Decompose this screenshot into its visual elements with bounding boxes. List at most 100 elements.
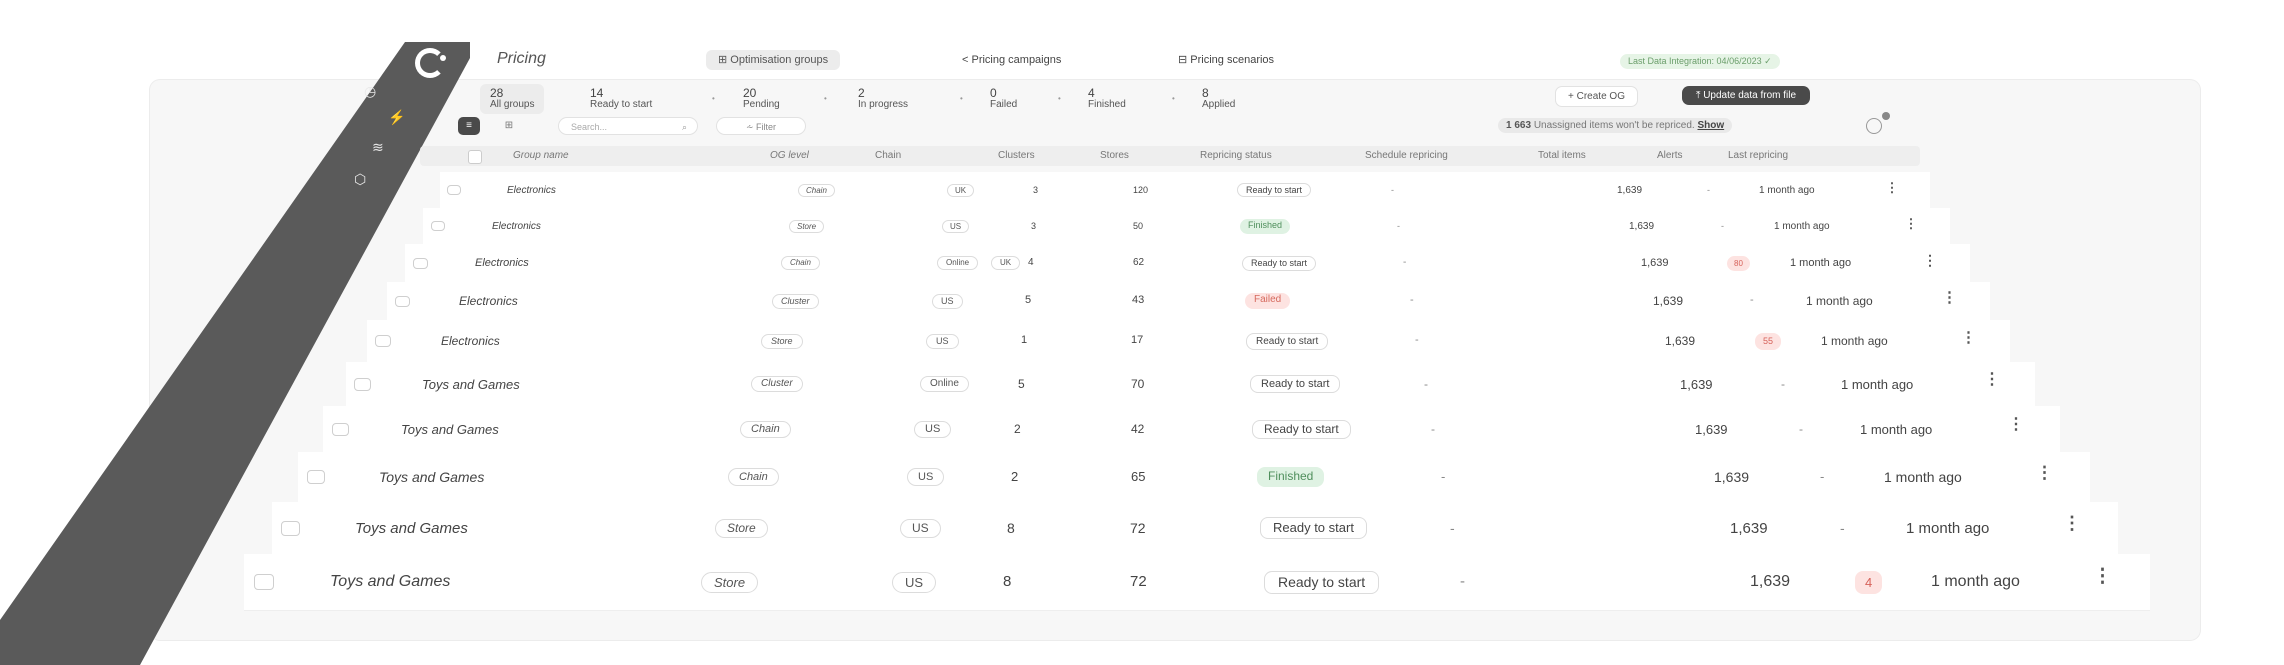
row-checkbox[interactable] <box>431 221 445 231</box>
column-header[interactable]: Repricing status <box>1200 150 1272 161</box>
flash-nav-icon[interactable]: ⚡ <box>388 109 406 125</box>
stores-value: 42 <box>1131 421 1145 436</box>
schedule-value: - <box>1410 294 1414 307</box>
status-badge: Ready to start <box>1242 255 1317 271</box>
clusters-value: 2 <box>1011 469 1019 485</box>
more-options-icon[interactable]: ⋮ <box>2093 566 2112 587</box>
unassigned-banner: 1 663 Unassigned items won't be repriced… <box>1498 118 1733 133</box>
grid-view-button[interactable]: ⊞ <box>498 117 520 135</box>
table-row[interactable]: Electronics Store US 1 17 Ready to start - 1,63… <box>367 320 2010 363</box>
og-level-pill: Store <box>701 571 759 593</box>
last-repricing-value: 1 month ago <box>1860 421 1933 437</box>
tab-optimisation-groups[interactable]: ⊞ Optimisation groups <box>706 50 841 70</box>
column-header[interactable]: Clusters <box>998 150 1035 161</box>
more-options-icon[interactable]: ⋮ <box>2063 513 2081 533</box>
alert-badge[interactable]: 80 <box>1727 255 1750 271</box>
row-checkbox[interactable] <box>354 377 371 391</box>
column-header[interactable]: Last repricing <box>1728 150 1789 161</box>
clusters-value: 5 <box>1025 294 1032 307</box>
layers-nav-icon[interactable]: ≋ <box>372 139 384 155</box>
more-options-icon[interactable]: ⋮ <box>1942 289 1957 306</box>
group-name[interactable]: Electronics <box>475 257 529 269</box>
row-checkbox[interactable] <box>307 470 325 484</box>
alert-badge[interactable]: 55 <box>1755 332 1782 350</box>
chain-pill: Online <box>937 256 979 270</box>
group-name[interactable]: Toys and Games <box>330 573 451 590</box>
more-options-icon[interactable]: ⋮ <box>1923 252 1937 268</box>
show-unassigned-link[interactable]: Show <box>1697 120 1725 131</box>
app-logo-icon[interactable] <box>415 48 446 78</box>
kpi-all-groups[interactable]: 28 All groups <box>480 84 545 114</box>
create-og-button[interactable]: + Create OG <box>1555 86 1638 107</box>
more-options-icon[interactable]: ⋮ <box>1904 216 1918 231</box>
row-checkbox[interactable] <box>395 295 410 307</box>
table-row[interactable]: Electronics Chain UK 3 120 Ready to start - 1,6… <box>440 172 1930 209</box>
table-row[interactable]: Toys and Games Cluster Online 5 70 Ready to s… <box>346 362 2035 407</box>
filter-icon: ⩪ <box>745 122 757 132</box>
filter-button[interactable]: ⩪ Filter <box>716 117 806 135</box>
table-row[interactable]: Electronics Cluster US 5 43 Failed - 1,639 - 1 mo… <box>387 282 1990 321</box>
table-row[interactable]: Toys and Games Chain US 2 65 Finished - 1,639 - 1… <box>298 452 2090 503</box>
row-checkbox[interactable] <box>254 574 274 590</box>
chain-pill: US <box>907 468 945 486</box>
list-view-button[interactable]: ≡ <box>458 117 480 135</box>
clock-nav-icon[interactable]: ◷ <box>364 83 377 99</box>
more-options-icon[interactable]: ⋮ <box>1961 329 1976 346</box>
table-header: Group name OG level Chain Clusters Store… <box>420 146 1920 166</box>
row-checkbox[interactable] <box>375 335 391 347</box>
total-items-value: 1,639 <box>1641 257 1669 269</box>
group-name[interactable]: Electronics <box>441 334 500 349</box>
history-icon[interactable] <box>1866 118 1882 134</box>
row-checkbox[interactable] <box>281 520 300 536</box>
group-name[interactable]: Electronics <box>459 294 518 309</box>
table-row[interactable]: Toys and Games Store US 8 72 Ready to start - 1… <box>272 502 2118 555</box>
column-header[interactable]: Stores <box>1100 150 1129 161</box>
more-options-icon[interactable]: ⋮ <box>1885 180 1899 195</box>
kpi-applied[interactable]: 8 Applied <box>1202 86 1236 110</box>
table-row[interactable]: Toys and Games Store US 8 72 Ready to start - 1… <box>244 554 2150 611</box>
column-header[interactable]: Total items <box>1538 150 1586 161</box>
kpi-failed[interactable]: 0 Failed <box>990 86 1018 110</box>
schedule-value: - <box>1415 334 1419 347</box>
column-header[interactable]: Schedule repricing <box>1365 150 1448 161</box>
update-data-button[interactable]: ⤒ Update data from file <box>1682 86 1811 105</box>
tab-pricing-scenarios[interactable]: ⊟ Pricing scenarios <box>1178 54 1275 66</box>
group-name[interactable]: Toys and Games <box>355 519 468 537</box>
kpi-ready-to-start[interactable]: 14 Ready to start <box>590 86 653 110</box>
chain-pill: US <box>900 518 941 538</box>
column-header[interactable]: Alerts <box>1657 150 1683 161</box>
kpi-finished[interactable]: 4 Finished <box>1088 86 1126 110</box>
og-level-pill: Chain <box>740 420 791 438</box>
stores-value: 43 <box>1132 294 1145 307</box>
table-row[interactable]: Toys and Games Chain US 2 42 Ready to start - 1… <box>323 406 2060 453</box>
group-name[interactable]: Electronics <box>507 184 556 196</box>
total-items-value: 1,639 <box>1750 573 1791 590</box>
kpi-in-progress[interactable]: 2 In progress <box>858 86 909 110</box>
group-name[interactable]: Electronics <box>492 220 541 232</box>
column-header[interactable]: Chain <box>875 150 902 161</box>
table-row[interactable]: Electronics Store US 3 50 Finished - 1,639 - 1 mo… <box>423 208 1950 245</box>
alert-badge[interactable]: 4 <box>1855 570 1883 594</box>
tag-nav-icon[interactable]: ⬡ <box>354 171 367 187</box>
row-checkbox[interactable] <box>413 257 428 269</box>
more-options-icon[interactable]: ⋮ <box>1984 371 2000 388</box>
schedule-value: - <box>1431 421 1435 436</box>
separator-dot: • <box>1058 94 1061 103</box>
group-name[interactable]: Toys and Games <box>401 421 499 437</box>
table-row[interactable]: Electronics Chain Online UK 4 62 Ready to star… <box>405 244 1970 283</box>
row-checkbox[interactable] <box>332 422 349 436</box>
tab-pricing-campaigns[interactable]: < Pricing campaigns <box>962 54 1062 66</box>
group-name[interactable]: Toys and Games <box>379 469 485 486</box>
last-repricing-value: 1 month ago <box>1806 294 1873 309</box>
select-all-checkbox[interactable] <box>468 150 482 164</box>
kpi-pending[interactable]: 20 Pending <box>743 86 780 110</box>
more-options-icon[interactable]: ⋮ <box>2008 416 2024 433</box>
more-options-icon[interactable]: ⋮ <box>2036 463 2053 482</box>
og-level-pill: Chain <box>781 256 820 270</box>
total-items-value: 1,639 <box>1629 220 1655 232</box>
column-header[interactable]: OG level <box>770 150 809 161</box>
search-input[interactable]: Search... ⌕ <box>558 117 698 135</box>
group-name[interactable]: Toys and Games <box>422 376 520 392</box>
row-checkbox[interactable] <box>447 185 461 195</box>
column-header[interactable]: Group name <box>513 150 569 161</box>
